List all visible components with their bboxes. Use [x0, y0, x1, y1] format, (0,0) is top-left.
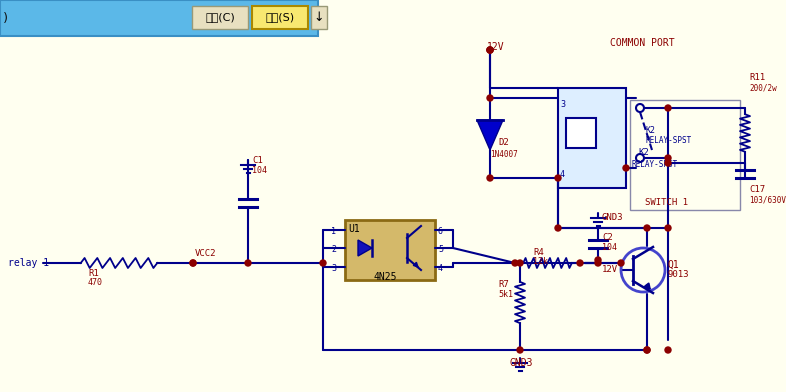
Text: COMMON PORT: COMMON PORT: [610, 38, 674, 48]
Text: 4: 4: [560, 170, 565, 179]
Text: 5: 5: [438, 245, 443, 254]
Circle shape: [665, 160, 671, 166]
Text: relay 1: relay 1: [8, 258, 49, 268]
Text: 1N4007: 1N4007: [490, 150, 518, 159]
Text: 470: 470: [88, 278, 103, 287]
Text: ↓: ↓: [314, 11, 325, 24]
Text: K2: K2: [645, 126, 655, 135]
Text: GND3: GND3: [510, 358, 534, 368]
Text: C2: C2: [602, 233, 613, 242]
Circle shape: [644, 347, 650, 353]
Circle shape: [644, 347, 650, 353]
Text: K2: K2: [638, 148, 648, 157]
FancyBboxPatch shape: [311, 6, 327, 29]
Circle shape: [623, 165, 629, 171]
Circle shape: [517, 347, 523, 353]
Polygon shape: [358, 240, 372, 256]
FancyBboxPatch shape: [558, 88, 626, 188]
FancyBboxPatch shape: [0, 0, 318, 36]
Text: 9013: 9013: [667, 270, 689, 279]
Circle shape: [190, 260, 196, 266]
Circle shape: [512, 260, 518, 266]
Text: U1: U1: [348, 224, 360, 234]
Text: 12V: 12V: [487, 42, 505, 52]
Text: 3: 3: [331, 264, 336, 273]
Circle shape: [555, 225, 561, 231]
Circle shape: [487, 47, 493, 53]
Circle shape: [665, 225, 671, 231]
Circle shape: [320, 260, 326, 266]
Circle shape: [665, 105, 671, 111]
Text: RELAY-SPST: RELAY-SPST: [631, 160, 678, 169]
Text: C1: C1: [252, 156, 263, 165]
Circle shape: [487, 47, 493, 53]
Circle shape: [577, 260, 583, 266]
FancyBboxPatch shape: [192, 6, 248, 29]
FancyBboxPatch shape: [345, 220, 435, 280]
Text: Q1: Q1: [667, 260, 679, 270]
Text: 104: 104: [602, 243, 617, 252]
Circle shape: [665, 155, 671, 161]
Text: 4N25: 4N25: [373, 272, 396, 282]
Text: SWITCH 1: SWITCH 1: [645, 198, 688, 207]
Circle shape: [555, 175, 561, 181]
Circle shape: [487, 47, 493, 53]
Text: C17: C17: [749, 185, 765, 194]
Text: 1: 1: [331, 227, 336, 236]
Circle shape: [487, 175, 493, 181]
Text: D2: D2: [498, 138, 509, 147]
Text: 发送(S): 发送(S): [266, 12, 295, 22]
FancyBboxPatch shape: [252, 6, 308, 29]
Text: 4: 4: [438, 264, 443, 273]
Text: 2: 2: [331, 245, 336, 254]
Bar: [566, 118, 596, 148]
Text: 12V: 12V: [602, 265, 618, 274]
Text: 104: 104: [252, 166, 267, 175]
Circle shape: [644, 225, 650, 231]
Text: 5k1: 5k1: [498, 290, 513, 299]
Circle shape: [618, 260, 624, 266]
Circle shape: [595, 260, 601, 266]
Polygon shape: [477, 120, 503, 150]
Circle shape: [595, 257, 601, 263]
Text: R11: R11: [749, 73, 765, 82]
Text: GND3: GND3: [602, 213, 623, 222]
Text: R7: R7: [498, 280, 509, 289]
Text: 6: 6: [438, 227, 443, 236]
Text: VCC2: VCC2: [195, 249, 216, 258]
Text: 关闭(C): 关闭(C): [205, 12, 235, 22]
Text: 3: 3: [560, 100, 565, 109]
Text: RELAY-SPST: RELAY-SPST: [645, 136, 691, 145]
Circle shape: [487, 95, 493, 101]
Text: R1: R1: [88, 269, 99, 278]
Circle shape: [190, 260, 196, 266]
Text: 200/2w: 200/2w: [749, 83, 777, 92]
Circle shape: [665, 347, 671, 353]
Text: ): ): [2, 11, 9, 25]
Text: 12k: 12k: [533, 257, 548, 266]
Text: R4: R4: [533, 248, 544, 257]
Text: 103/630V: 103/630V: [749, 195, 786, 204]
Circle shape: [517, 260, 523, 266]
Circle shape: [245, 260, 251, 266]
